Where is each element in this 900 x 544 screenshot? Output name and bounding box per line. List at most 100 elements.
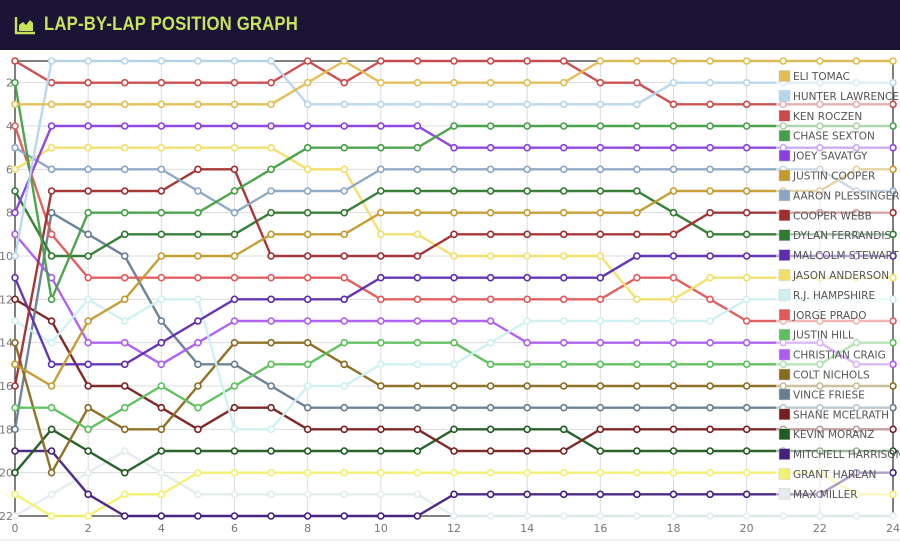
data-point [706, 338, 714, 347]
data-point [486, 295, 495, 304]
legend-label: MAX MILLER [793, 489, 858, 501]
data-point [742, 273, 751, 282]
data-point [194, 360, 202, 369]
data-point [413, 252, 422, 260]
data-point [450, 100, 458, 109]
data-point [303, 230, 312, 239]
data-point [157, 273, 166, 282]
data-point [669, 360, 678, 369]
data-point [486, 447, 495, 455]
data-point [303, 208, 312, 217]
data-point [486, 122, 495, 130]
data-point [706, 468, 714, 477]
data-point [84, 468, 92, 477]
data-point [303, 252, 312, 260]
data-point [377, 165, 385, 174]
data-point [340, 230, 349, 239]
y-tick-label: 8 [6, 207, 13, 220]
data-point [669, 208, 678, 217]
legend-label: AARON PLESSINGER [793, 190, 900, 202]
legend-swatch [778, 388, 791, 401]
legend-label: KEVIN MORANZ [793, 429, 874, 441]
data-point [486, 78, 495, 87]
data-point [377, 57, 385, 65]
data-point [450, 78, 458, 87]
data-point [889, 122, 897, 130]
data-point [706, 187, 714, 195]
data-point [889, 143, 897, 152]
data-point [120, 468, 129, 477]
data-point [230, 187, 239, 195]
legend-label: GRANT HARLAN [793, 469, 876, 481]
data-point [633, 447, 641, 455]
data-point [486, 382, 495, 390]
data-point [194, 78, 202, 87]
data-point [450, 143, 458, 152]
data-point [450, 512, 458, 520]
data-point [11, 490, 19, 499]
data-point [11, 208, 19, 217]
x-tick-label: 12 [447, 522, 461, 535]
data-point [377, 447, 385, 455]
legend-label: CHASE SEXTON [793, 131, 875, 143]
data-point [377, 252, 385, 260]
data-point [47, 230, 56, 239]
data-point [11, 273, 19, 282]
legend-swatch [778, 348, 791, 361]
data-point [47, 187, 56, 195]
data-point [413, 468, 422, 477]
data-point [194, 273, 202, 282]
data-point [303, 425, 312, 434]
data-point [596, 100, 605, 109]
legend-label: CHRISTIAN CRAIG [793, 350, 886, 362]
data-point [194, 230, 202, 239]
data-point [303, 447, 312, 455]
data-point [157, 143, 166, 152]
data-point [742, 78, 751, 87]
data-point [523, 447, 531, 455]
legend-item: COLT NICHOLS [778, 368, 870, 382]
data-point [230, 230, 239, 239]
legend-item: VINCE FRIESE [778, 388, 865, 401]
data-point [706, 447, 714, 455]
data-point [47, 252, 56, 260]
data-point [157, 447, 166, 455]
legend-label: JASON ANDERSON [792, 270, 889, 282]
data-point [889, 512, 897, 520]
data-point [523, 165, 531, 174]
data-point [120, 230, 129, 239]
x-tick-label: 16 [593, 522, 607, 535]
data-point [669, 468, 678, 477]
legend-swatch [778, 209, 791, 222]
data-point [633, 490, 641, 499]
data-point [84, 338, 92, 347]
data-point [84, 382, 92, 390]
page-title: LAP-BY-LAP POSITION GRAPH [44, 14, 298, 35]
legend-label: JORGE PRADO [792, 310, 867, 322]
data-point [450, 317, 458, 325]
data-point [596, 165, 605, 174]
legend-swatch [778, 328, 791, 341]
data-point [303, 338, 312, 347]
data-point [633, 208, 641, 217]
data-point [852, 512, 861, 520]
data-point [596, 382, 605, 390]
data-point [230, 338, 239, 347]
data-point [267, 360, 275, 369]
data-point [194, 512, 202, 520]
data-point [633, 122, 641, 130]
data-point [486, 252, 495, 260]
data-point [377, 338, 385, 347]
data-point [486, 208, 495, 217]
data-point [669, 187, 678, 195]
data-point [559, 230, 568, 239]
data-point [559, 100, 568, 109]
data-point [47, 360, 56, 369]
data-point [120, 338, 129, 347]
data-point [377, 360, 385, 369]
data-point [669, 230, 678, 239]
data-point [11, 78, 19, 87]
data-point [340, 143, 349, 152]
data-point [157, 425, 166, 434]
data-point [413, 143, 422, 152]
